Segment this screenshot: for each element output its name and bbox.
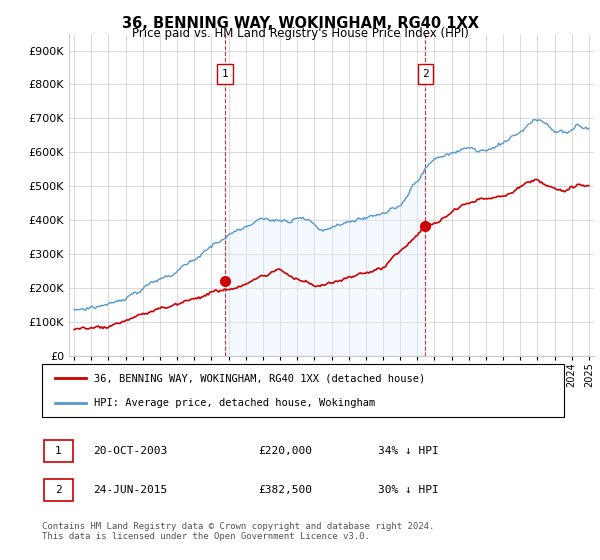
Text: Contains HM Land Registry data © Crown copyright and database right 2024.
This d: Contains HM Land Registry data © Crown c… [42,522,434,542]
Text: HPI: Average price, detached house, Wokingham: HPI: Average price, detached house, Woki… [94,398,376,408]
Text: 34% ↓ HPI: 34% ↓ HPI [378,446,439,456]
Text: 2: 2 [422,69,429,80]
Text: 36, BENNING WAY, WOKINGHAM, RG40 1XX: 36, BENNING WAY, WOKINGHAM, RG40 1XX [121,16,479,31]
Bar [44,479,73,501]
Text: £382,500: £382,500 [258,485,312,495]
FancyBboxPatch shape [217,64,233,85]
Text: 36, BENNING WAY, WOKINGHAM, RG40 1XX (detached house): 36, BENNING WAY, WOKINGHAM, RG40 1XX (de… [94,374,425,384]
Bar [44,440,73,462]
Text: 1: 1 [222,69,229,80]
Text: Price paid vs. HM Land Registry's House Price Index (HPI): Price paid vs. HM Land Registry's House … [131,27,469,40]
Text: 2: 2 [55,485,62,495]
Text: 1: 1 [55,446,62,456]
Text: £220,000: £220,000 [258,446,312,456]
Text: 24-JUN-2015: 24-JUN-2015 [93,485,167,495]
FancyBboxPatch shape [418,64,433,85]
Text: 30% ↓ HPI: 30% ↓ HPI [378,485,439,495]
Text: 20-OCT-2003: 20-OCT-2003 [93,446,167,456]
